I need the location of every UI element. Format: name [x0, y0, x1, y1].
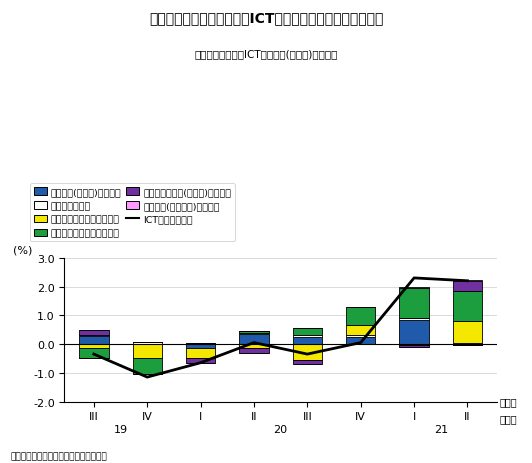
Bar: [346, 307, 376, 325]
Bar: [346, 336, 376, 337]
Bar: [400, 288, 429, 319]
Bar: [293, 360, 322, 364]
Bar: [293, 329, 322, 336]
Bar: [79, 331, 109, 335]
Text: 図表９　輸入総額に占めるICT関連輸入（品目別）の寄与度: 図表９ 輸入総額に占めるICT関連輸入（品目別）の寄与度: [149, 12, 383, 25]
Bar: [400, 320, 429, 344]
Text: （年）: （年）: [500, 413, 517, 423]
Bar: [79, 349, 109, 359]
Text: 輸入総額に占めるICT関連輸入(品目別)の寄与度: 輸入総額に占めるICT関連輸入(品目別)の寄与度: [194, 49, 338, 59]
Text: （出所）財務省「貿易統計」から作成。: （出所）財務省「貿易統計」から作成。: [11, 452, 107, 461]
Bar: [186, 359, 215, 363]
Bar: [453, 343, 482, 344]
Bar: [239, 333, 269, 334]
Text: 21: 21: [434, 424, 448, 434]
Text: 20: 20: [273, 424, 288, 434]
Bar: [132, 359, 162, 375]
Bar: [453, 291, 482, 321]
Bar: [79, 336, 109, 344]
Text: (%): (%): [13, 245, 32, 256]
Legend: 電算機類(含部品)・寄与度, 通信機・寄与度, 半導体等電子部品・寄与度, 半導体等製造装置・寄与度, 音響・映像機器(含部品)・寄与度, 記録媒体(含記録済): 電算機類(含部品)・寄与度, 通信機・寄与度, 半導体等電子部品・寄与度, 半導…: [30, 184, 235, 242]
Bar: [400, 319, 429, 320]
Bar: [453, 321, 482, 343]
Bar: [293, 344, 322, 360]
Bar: [79, 344, 109, 349]
Bar: [186, 349, 215, 359]
Bar: [346, 325, 376, 336]
Bar: [79, 335, 109, 336]
Bar: [186, 344, 215, 349]
Bar: [239, 334, 269, 344]
Bar: [400, 344, 429, 346]
Bar: [239, 332, 269, 333]
Bar: [293, 336, 322, 337]
Bar: [239, 344, 269, 349]
Bar: [453, 344, 482, 346]
Bar: [293, 337, 322, 344]
Text: 19: 19: [113, 424, 128, 434]
Bar: [346, 337, 376, 344]
Bar: [132, 342, 162, 344]
Bar: [132, 344, 162, 359]
Bar: [239, 349, 269, 353]
Text: （期）: （期）: [500, 397, 517, 407]
Bar: [186, 343, 215, 344]
Bar: [453, 281, 482, 291]
Bar: [400, 346, 429, 347]
